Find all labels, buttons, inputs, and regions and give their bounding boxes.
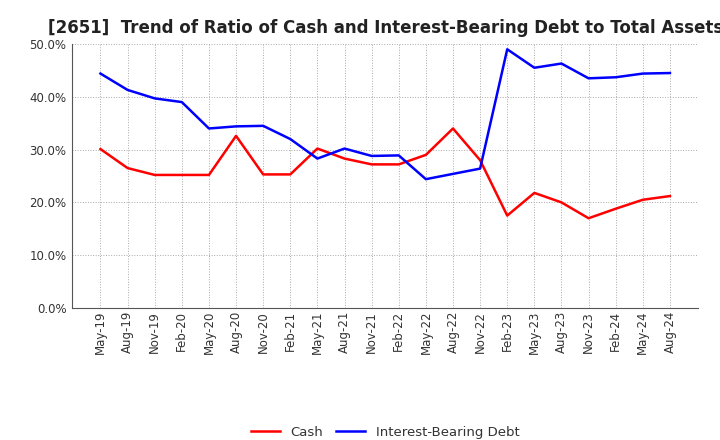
- Cash: [150, 172, 159, 178]
- Legend: Cash, Interest-Bearing Debt: Cash, Interest-Bearing Debt: [251, 425, 520, 439]
- Interest-Bearing Debt: [395, 153, 403, 158]
- Cash: [476, 158, 485, 163]
- Interest-Bearing Debt: [341, 146, 349, 151]
- Interest-Bearing Debt: [123, 87, 132, 92]
- Cash: [557, 200, 566, 205]
- Interest-Bearing Debt: [259, 123, 268, 128]
- Interest-Bearing Debt: [150, 96, 159, 101]
- Interest-Bearing Debt: [503, 47, 511, 52]
- Cash: [611, 206, 620, 211]
- Cash: [665, 194, 674, 199]
- Cash: [341, 156, 349, 161]
- Cash: [178, 172, 186, 178]
- Cash: [639, 197, 647, 202]
- Cash: [313, 146, 322, 151]
- Cash: [286, 172, 294, 177]
- Cash: [530, 190, 539, 195]
- Interest-Bearing Debt: [665, 70, 674, 76]
- Line: Cash: Cash: [101, 128, 670, 218]
- Cash: [259, 172, 268, 177]
- Cash: [96, 147, 105, 152]
- Line: Interest-Bearing Debt: Interest-Bearing Debt: [101, 49, 670, 179]
- Cash: [449, 126, 457, 131]
- Interest-Bearing Debt: [286, 136, 294, 142]
- Interest-Bearing Debt: [232, 124, 240, 129]
- Interest-Bearing Debt: [476, 166, 485, 171]
- Cash: [395, 162, 403, 167]
- Interest-Bearing Debt: [421, 176, 430, 182]
- Interest-Bearing Debt: [449, 171, 457, 176]
- Interest-Bearing Debt: [367, 153, 376, 158]
- Interest-Bearing Debt: [611, 75, 620, 80]
- Interest-Bearing Debt: [584, 76, 593, 81]
- Interest-Bearing Debt: [557, 61, 566, 66]
- Interest-Bearing Debt: [639, 71, 647, 76]
- Cash: [204, 172, 213, 178]
- Cash: [421, 152, 430, 158]
- Cash: [123, 165, 132, 171]
- Cash: [232, 133, 240, 139]
- Interest-Bearing Debt: [178, 99, 186, 105]
- Cash: [503, 213, 511, 218]
- Interest-Bearing Debt: [530, 65, 539, 70]
- Cash: [584, 216, 593, 221]
- Cash: [367, 162, 376, 167]
- Title: [2651]  Trend of Ratio of Cash and Interest-Bearing Debt to Total Assets: [2651] Trend of Ratio of Cash and Intere…: [48, 19, 720, 37]
- Interest-Bearing Debt: [313, 156, 322, 161]
- Interest-Bearing Debt: [204, 126, 213, 131]
- Interest-Bearing Debt: [96, 71, 105, 76]
